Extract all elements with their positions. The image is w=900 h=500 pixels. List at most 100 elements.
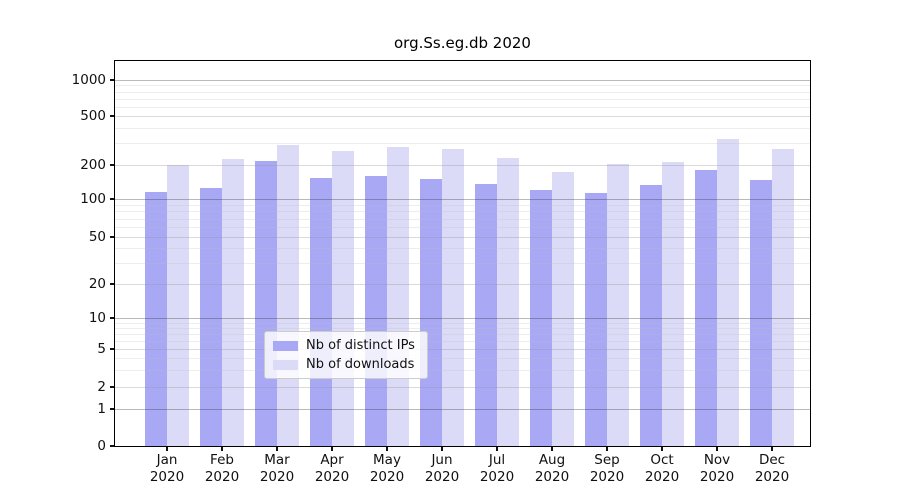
bar-downloads-feb <box>222 158 244 446</box>
gridline <box>115 165 810 166</box>
gridline <box>115 98 810 100</box>
gridline <box>115 318 810 319</box>
y-tick-label: 100 <box>80 191 106 207</box>
x-tick-mark <box>551 446 553 451</box>
legend-swatch-distinct-ips <box>273 340 298 351</box>
y-tick-label: 0 <box>97 438 106 454</box>
x-tick-label: Apr 2020 <box>314 452 350 485</box>
bar-distinct-ips-aug <box>530 190 552 446</box>
x-tick-label: Sep 2020 <box>589 452 625 485</box>
x-tick-label: Dec 2020 <box>754 452 790 485</box>
bar-downloads-may <box>387 147 409 446</box>
gridline <box>115 106 810 108</box>
gridline <box>115 327 810 329</box>
bar-distinct-ips-jan <box>145 192 167 446</box>
x-tick-mark <box>771 446 773 451</box>
y-tick-mark <box>110 164 115 166</box>
y-tick-label: 1 <box>97 401 106 417</box>
x-tick-label: May 2020 <box>369 452 405 485</box>
bar-downloads-jun <box>442 148 464 446</box>
gridline <box>115 322 810 324</box>
x-tick-label: Feb 2020 <box>204 452 240 485</box>
gridline <box>115 340 810 342</box>
x-tick-label: Nov 2020 <box>699 452 735 485</box>
gridline <box>115 387 810 388</box>
legend-item-downloads: Nb of downloads <box>273 355 415 374</box>
x-tick-mark <box>661 446 663 451</box>
y-tick-label: 200 <box>80 157 106 173</box>
bar-downloads-sep <box>607 163 629 446</box>
gridline <box>115 91 810 93</box>
bar-downloads-aug <box>552 172 574 446</box>
gridline <box>115 227 810 228</box>
x-tick-label: Jul 2020 <box>479 452 515 485</box>
y-tick-mark <box>110 445 115 447</box>
gridline <box>115 85 810 87</box>
gridline <box>115 349 810 350</box>
y-tick-label: 50 <box>88 229 106 245</box>
gridline <box>115 237 810 238</box>
y-tick-mark <box>110 79 115 81</box>
gridline <box>115 370 810 372</box>
chart-title: org.Ss.eg.db 2020 <box>394 34 531 52</box>
y-tick-mark <box>110 115 115 117</box>
x-tick-mark <box>276 446 278 451</box>
legend-swatch-downloads <box>273 359 298 370</box>
y-tick-label: 20 <box>88 276 106 292</box>
bar-downloads-oct <box>662 162 684 446</box>
legend-item-distinct-ips: Nb of distinct IPs <box>273 336 415 355</box>
x-tick-label: Mar 2020 <box>259 452 295 485</box>
x-tick-label: Oct 2020 <box>644 452 680 485</box>
x-tick-mark <box>386 446 388 451</box>
y-tick-label: 2 <box>97 379 106 395</box>
x-tick-label: Jun 2020 <box>424 452 460 485</box>
bar-distinct-ips-jul <box>475 184 497 446</box>
x-tick-label: Jan 2020 <box>149 452 185 485</box>
y-tick-label: 500 <box>80 108 106 124</box>
gridline <box>115 80 810 81</box>
y-tick-mark <box>110 348 115 350</box>
gridline <box>115 199 810 200</box>
y-tick-mark <box>110 198 115 200</box>
y-tick-mark <box>110 283 115 285</box>
legend: Nb of distinct IPs Nb of downloads <box>264 331 428 379</box>
gridline <box>115 218 810 220</box>
gridline <box>115 409 810 410</box>
y-tick-mark <box>110 236 115 238</box>
x-tick-mark <box>716 446 718 451</box>
gridline <box>115 333 810 335</box>
x-tick-mark <box>331 446 333 451</box>
gridline <box>115 116 810 117</box>
x-tick-mark <box>496 446 498 451</box>
bar-distinct-ips-jun <box>420 179 442 446</box>
gridline <box>115 248 810 250</box>
x-tick-mark <box>166 446 168 451</box>
y-tick-mark <box>110 317 115 319</box>
bar-downloads-mar <box>277 144 299 446</box>
x-tick-label: Aug 2020 <box>534 452 570 485</box>
legend-label-downloads: Nb of downloads <box>306 357 415 372</box>
bar-distinct-ips-dec <box>750 180 772 446</box>
gridline <box>115 204 810 206</box>
y-tick-label: 5 <box>97 341 106 357</box>
gridline <box>115 143 810 145</box>
gridline <box>115 263 810 265</box>
y-tick-label: 1000 <box>71 72 106 88</box>
x-tick-mark <box>441 446 443 451</box>
gridline <box>115 284 810 285</box>
bar-distinct-ips-nov <box>695 170 717 446</box>
plot-area <box>115 61 810 446</box>
x-tick-mark <box>606 446 608 451</box>
bar-downloads-dec <box>772 149 794 446</box>
bar-downloads-nov <box>717 139 739 446</box>
gridline <box>115 358 810 360</box>
y-tick-mark <box>110 386 115 388</box>
gridline <box>115 127 810 129</box>
bar-downloads-jul <box>497 158 519 446</box>
bar-distinct-ips-may <box>365 175 387 446</box>
bar-downloads-jan <box>167 165 189 446</box>
bar-distinct-ips-sep <box>585 193 607 446</box>
x-tick-mark <box>221 446 223 451</box>
y-tick-label: 10 <box>88 310 106 326</box>
